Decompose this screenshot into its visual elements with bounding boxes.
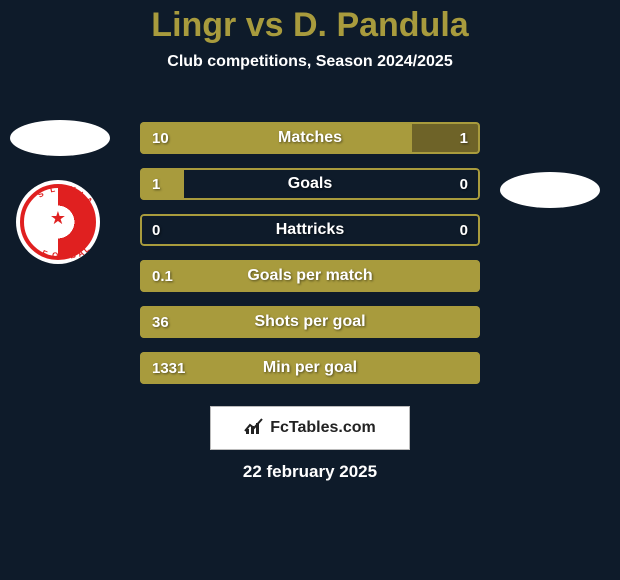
stat-label: Shots per goal	[140, 306, 480, 338]
stat-row: Hattricks0 0	[140, 214, 480, 246]
player2-badge-placeholder	[500, 172, 600, 208]
brand-text: FcTables.com	[270, 419, 376, 437]
stat-value-right: 1	[460, 122, 468, 154]
stat-value-left: 0	[152, 214, 160, 246]
player1-badge-placeholder	[10, 120, 110, 156]
stat-row: Min per goal1331	[140, 352, 480, 384]
stat-label: Matches	[140, 122, 480, 154]
comparison-infographic: Lingr vs D. Pandula Club competitions, S…	[0, 0, 620, 580]
stat-value-right: 0	[460, 168, 468, 200]
player1-club-logo: ★ S L A V I A F O T B A L	[16, 180, 100, 264]
stat-value-left: 36	[152, 306, 169, 338]
stat-row: Goals1 0	[140, 168, 480, 200]
stat-label: Hattricks	[140, 214, 480, 246]
title: Lingr vs D. Pandula	[0, 0, 620, 45]
stat-label: Goals	[140, 168, 480, 200]
crest-text: S L A V I A F O T B A L	[24, 188, 92, 256]
stat-value-right: 0	[460, 214, 468, 246]
stat-label: Min per goal	[140, 352, 480, 384]
stat-value-left: 0.1	[152, 260, 173, 292]
stat-value-left: 1331	[152, 352, 185, 384]
stat-row: Goals per match0.1	[140, 260, 480, 292]
brand-box[interactable]: FcTables.com	[210, 406, 410, 450]
stat-row: Matches10 1	[140, 122, 480, 154]
slavia-praha-crest: ★ S L A V I A F O T B A L	[20, 184, 96, 260]
stat-row: Shots per goal36	[140, 306, 480, 338]
subtitle: Club competitions, Season 2024/2025	[0, 53, 620, 71]
chart-icon	[244, 417, 264, 440]
stat-value-left: 1	[152, 168, 160, 200]
stat-value-left: 10	[152, 122, 169, 154]
date: 22 february 2025	[0, 462, 620, 482]
stat-bars: Matches101Goals10Hattricks00Goals per ma…	[140, 122, 480, 398]
stat-label: Goals per match	[140, 260, 480, 292]
